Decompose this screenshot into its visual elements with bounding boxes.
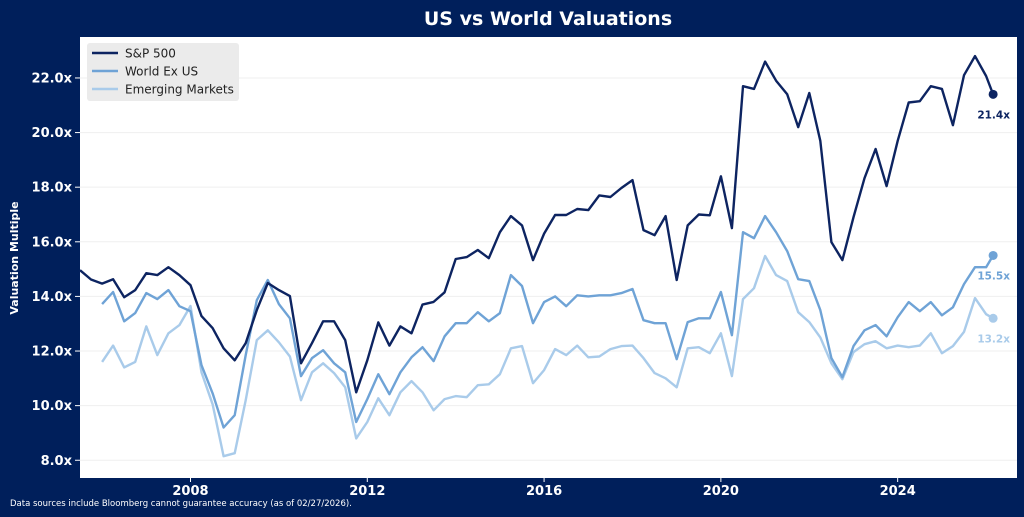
y-tick-label: 10.0x — [32, 399, 73, 414]
series-line-2 — [101, 254, 994, 458]
footnote: Data sources include Bloomberg cannot gu… — [10, 499, 352, 509]
y-tick-label: 14.0x — [32, 290, 73, 305]
end-marker-1 — [988, 250, 998, 260]
legend-label-2: Emerging Markets — [125, 83, 234, 97]
chart-title: US vs World Valuations — [424, 8, 672, 30]
end-marker-2 — [988, 313, 998, 323]
y-tick-label: 12.0x — [32, 345, 73, 360]
plot-area — [80, 37, 1017, 478]
x-tick-label: 2012 — [349, 484, 385, 499]
legend-label-1: World Ex US — [125, 65, 198, 79]
y-tick-label: 16.0x — [32, 235, 73, 250]
y-tick-label: 22.0x — [32, 71, 73, 86]
x-tick-label: 2024 — [880, 484, 916, 499]
x-tick-label: 2020 — [703, 484, 739, 499]
end-value-label-1: 15.5x — [977, 270, 1010, 282]
x-tick-label: 2008 — [172, 484, 208, 499]
y-axis-label: Valuation Multiple — [8, 201, 21, 314]
series-line-0 — [79, 54, 995, 394]
series-lines: 13.2x 15.5x 21.4x — [79, 54, 1010, 458]
x-axis: 2008 2012 2016 2020 2024 — [172, 478, 916, 499]
end-value-label-2: 13.2x — [977, 333, 1010, 345]
legend-label-0: S&P 500 — [125, 47, 176, 61]
legend: S&P 500 World Ex US Emerging Markets — [87, 43, 239, 101]
y-tick-label: 18.0x — [32, 181, 73, 196]
y-tick-label: 20.0x — [32, 126, 73, 141]
end-marker-0 — [988, 89, 998, 99]
x-tick-label: 2016 — [526, 484, 562, 499]
y-tick-label: 8.0x — [41, 454, 73, 469]
end-value-label-0: 21.4x — [977, 109, 1010, 121]
legend-box — [87, 43, 239, 101]
y-axis: 8.0x 10.0x 12.0x 14.0x 16.0x 18.0x 20.0x 22.0x — [32, 71, 80, 469]
